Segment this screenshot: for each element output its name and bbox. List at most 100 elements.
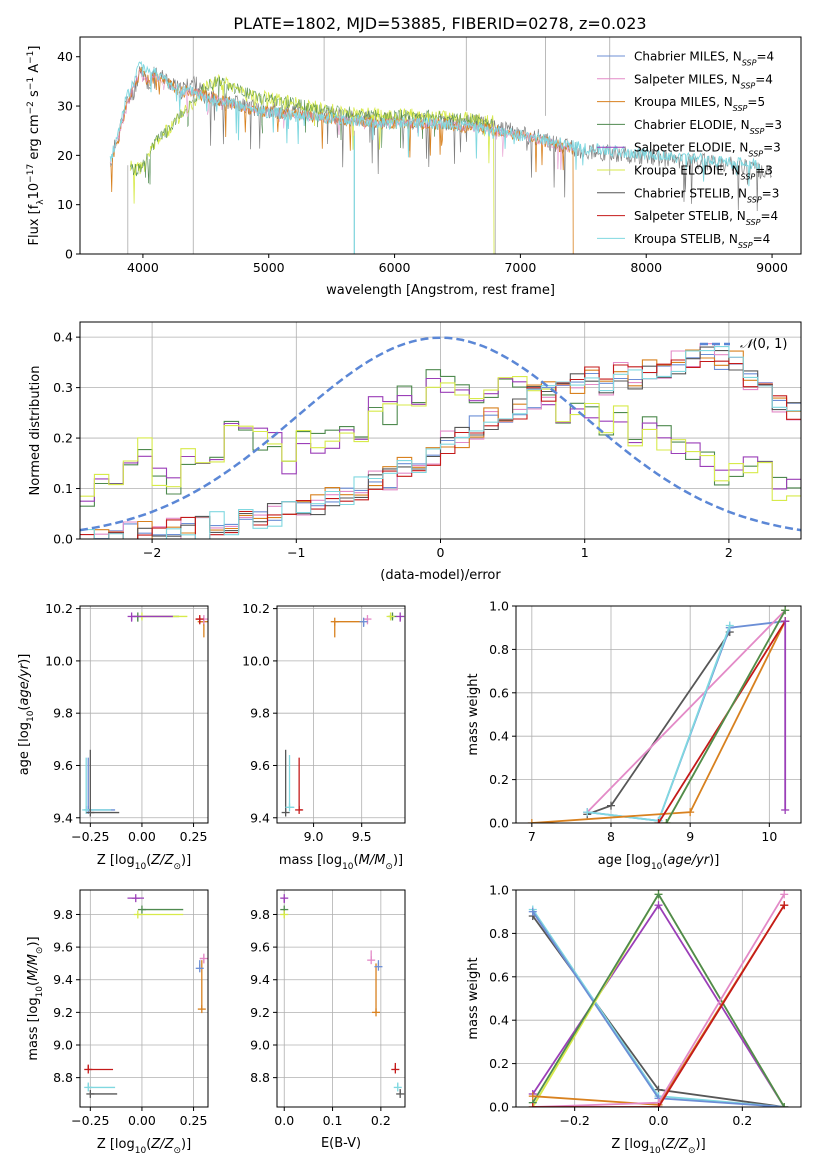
y-tick-label: 0.2 [489,1056,509,1071]
x-tick-label: 0.0 [274,1113,294,1128]
x-tick-label: −2 [143,545,161,560]
axes-frame [276,605,406,824]
y-tick-label: 9.6 [250,940,270,955]
errorbar-point [396,1089,405,1098]
x-axis-label: wavelength [Angstrom, rest frame] [326,283,555,298]
errorbar-point [359,617,368,627]
spectrum-line-kroupa-stelib [109,60,760,187]
y-axis-label: age [log10(age/yr)] [17,654,36,776]
series-line [586,609,786,813]
errorbar-point [393,1082,402,1092]
y-tick-label: 9.8 [250,907,270,922]
y-tick-label: 9.8 [250,706,270,721]
panel-age_vs_mass: 9.0 9.5 9.4 9.6 9.8 10.0 10.2 mass [log10(M/M⊙)… [242,601,406,872]
x-tick-label: 8 [607,829,615,844]
errorbar-point [391,1062,400,1074]
y-tick-label: 0.2 [53,431,73,446]
y-axis-label: mass [log10(M/M⊙)] [26,936,45,1060]
x-tick-label: −0.2 [559,1113,589,1128]
legend-label: Chabrier ELODIE, NSSP=3 [634,118,782,136]
x-tick-label: −1 [287,545,305,560]
y-tick-label: 9.6 [53,758,73,773]
y-tick-label: 8.8 [53,1070,73,1085]
y-tick-label: 30 [57,99,73,114]
x-tick-label: −0.25 [71,1113,109,1128]
errorbar-point [295,757,304,814]
errorbar-point [133,910,184,919]
errorbar-point [82,757,111,814]
axes-frame [79,605,209,824]
x-tick-label: 0.00 [128,1113,156,1128]
plot-area-residuals [80,336,801,539]
y-tick-label: 8.8 [250,1070,270,1085]
y-axis-label: Normed distribution [28,366,43,496]
x-tick-label: 0.25 [180,1113,208,1128]
y-tick-label: 1.0 [489,599,509,614]
plot-area-mass_vs_ebv [280,894,405,1098]
legend-label: Kroupa ELODIE, NSSP=3 [634,164,773,182]
x-axis-label: Z [log10(Z/Z⊙)] [97,1137,191,1156]
y-tick-label: 9.4 [53,810,73,825]
panel-mass_vs_ebv: 0.0 0.1 0.2 8.8 9.0 9.2 9.4 9.6 9.8 E(B-V) [250,889,406,1151]
legend-label: Kroupa MILES, NSSP=5 [634,95,765,113]
y-tick-label: 9.8 [53,706,73,721]
x-tick-label: 0.00 [128,829,156,844]
x-tick-label: 0.0 [649,1113,669,1128]
panel-massweight_vs_age: 7 8 9 10 0.0 0.2 0.4 0.6 0.8 1.0 age [log10(age/yr… [466,599,802,872]
y-tick-label: 0.8 [489,926,509,941]
legend-label: Salpeter ELODIE, NSSP=3 [634,141,781,159]
legend-label: Kroupa STELIB, NSSP=4 [634,232,770,250]
series-line [531,620,787,823]
series-line [587,620,786,822]
errorbar-point [86,1089,118,1098]
errorbar-point [285,755,295,812]
y-tick-label: 10 [57,197,73,212]
plot-area-age_vs_Z [82,612,208,817]
x-tick-label: −0.25 [71,829,109,844]
errorbar-point [137,905,184,914]
legend-label: Chabrier MILES, NSSP=4 [634,50,774,68]
legend-label: 𝒩(0, 1) [740,337,787,352]
y-tick-label: 9.6 [250,758,270,773]
x-tick-label: 5000 [253,260,285,275]
x-axis-label: age [log10(age/yr)] [598,853,720,872]
y-tick-label: 9.6 [53,940,73,955]
y-tick-label: 9.4 [250,810,270,825]
spectrum-line-kroupa-miles [110,66,574,254]
x-axis-label: (data-model)/error [380,568,501,583]
spectrum-line-kroupa-elodie [129,73,495,254]
x-tick-label: 1 [581,545,589,560]
x-axis-label: Z [log10(Z/Z⊙)] [611,1137,705,1156]
axes-frame [79,36,802,255]
y-tick-label: 0.8 [489,642,509,657]
errorbar-point [386,612,395,621]
y-tick-label: 9.4 [53,972,73,987]
errorbar-point [86,749,120,817]
legend-label: Salpeter MILES, NSSP=4 [634,72,773,90]
axes-frame [515,605,802,824]
series-line [586,631,731,816]
errorbar-point [127,612,173,622]
histogram-step-elodie [80,376,801,501]
errorbar-point [367,950,376,965]
errorbar-point [280,910,289,919]
y-tick-label: 9.0 [53,1038,73,1053]
errorbar-point [195,615,204,625]
histogram-step-miles_stelib [80,359,801,539]
y-tick-label: 10.2 [45,601,73,616]
series-line [532,904,785,1107]
errorbar-point [363,615,372,625]
panel-age_vs_Z: −0.25 0.00 0.25 9.4 9.6 9.8 10.0 10.2 Z [log10(Z… [17,601,209,872]
x-tick-label: 0.25 [180,829,208,844]
x-tick-label: 0 [437,545,445,560]
x-axis-label: mass [log10(M/M⊙)] [279,853,403,872]
errorbar-point [195,960,204,973]
errorbar-point [84,757,116,814]
y-tick-label: 1.0 [489,883,509,898]
plot-area-age_vs_mass [281,612,405,817]
axes-frame [79,889,209,1108]
errorbar-point [84,1082,116,1092]
y-tick-label: 10.0 [45,653,73,668]
x-tick-label: 9.5 [352,829,372,844]
